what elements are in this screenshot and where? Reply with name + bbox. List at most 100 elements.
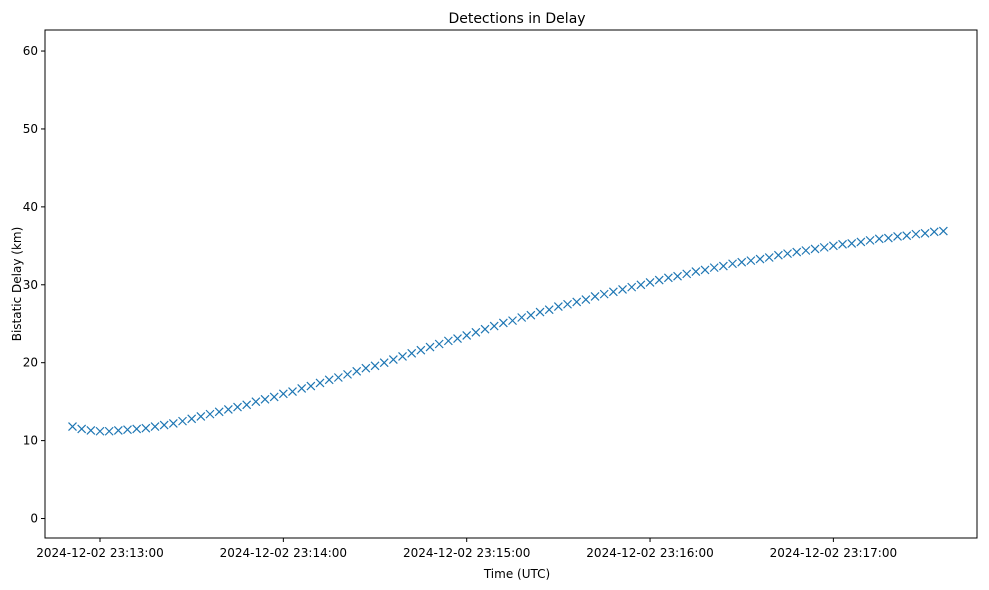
detection-marker xyxy=(132,424,142,434)
detection-marker xyxy=(453,334,462,343)
detection-marker xyxy=(801,246,811,255)
detection-marker xyxy=(352,366,362,376)
detection-marker xyxy=(691,267,701,276)
detection-marker xyxy=(938,226,948,236)
detection-marker xyxy=(599,289,609,299)
detection-marker xyxy=(398,352,407,361)
detection-marker xyxy=(911,229,921,239)
detection-marker xyxy=(709,263,719,273)
detection-marker xyxy=(113,426,123,435)
detection-marker xyxy=(682,269,692,279)
detection-marker xyxy=(278,389,288,399)
detection-marker xyxy=(187,414,197,424)
detection-marker xyxy=(434,339,444,349)
detection-marker xyxy=(544,305,554,315)
detection-marker xyxy=(315,378,325,388)
detection-marker xyxy=(526,310,536,320)
x-tick-label: 2024-12-02 23:17:00 xyxy=(770,546,897,560)
detection-marker xyxy=(783,249,792,259)
detection-marker xyxy=(645,278,655,287)
detection-marker xyxy=(663,273,673,283)
detection-marker xyxy=(874,234,884,244)
detection-marker xyxy=(810,244,820,254)
detection-marker xyxy=(68,422,77,432)
detection-marker xyxy=(306,381,316,391)
plot-frame xyxy=(44,29,978,539)
detection-marker xyxy=(773,250,783,260)
detection-marker xyxy=(223,405,233,414)
y-tick-label: 60 xyxy=(23,44,38,58)
y-axis-label: Bistatic Delay (km) xyxy=(10,227,24,342)
detection-marker xyxy=(819,242,829,252)
y-tick-label: 20 xyxy=(23,356,38,370)
detection-marker xyxy=(370,361,380,371)
detection-marker xyxy=(251,397,261,407)
detection-marker xyxy=(856,237,866,247)
detection-marker xyxy=(333,373,343,382)
detection-marker xyxy=(572,297,582,307)
detection-marker xyxy=(260,394,270,404)
x-axis-ticks: 2024-12-02 23:13:00 2024-12-02 23:14:00 20… xyxy=(36,538,897,560)
detection-marker xyxy=(590,292,600,301)
detection-marker xyxy=(654,275,664,285)
detection-marker xyxy=(425,342,435,352)
detection-marker xyxy=(847,239,857,248)
x-tick-label: 2024-12-02 23:16:00 xyxy=(586,546,713,560)
detection-marker xyxy=(728,259,737,269)
detection-marker xyxy=(673,271,682,281)
detection-marker xyxy=(718,261,728,271)
detection-marker xyxy=(838,239,847,249)
detection-marker xyxy=(792,247,802,257)
detection-marker xyxy=(462,330,472,340)
x-tick-label: 2024-12-02 23:14:00 xyxy=(220,546,347,560)
detection-marker xyxy=(95,426,105,436)
detection-marker xyxy=(508,316,517,326)
detection-marker xyxy=(627,282,637,292)
detection-marker xyxy=(361,363,371,373)
detection-marker xyxy=(883,233,893,243)
y-tick-label: 50 xyxy=(23,122,38,136)
detection-marker xyxy=(737,257,747,267)
detection-marker xyxy=(297,383,307,393)
detection-marker xyxy=(480,324,490,334)
detection-marker xyxy=(563,299,572,309)
y-tick-label: 0 xyxy=(30,512,38,526)
x-axis-label: Time (UTC) xyxy=(483,567,550,581)
detection-marker xyxy=(141,423,151,433)
detection-marker xyxy=(159,420,169,430)
detection-marker xyxy=(196,412,206,421)
detection-marker xyxy=(123,425,132,435)
detection-marker xyxy=(388,355,398,365)
detection-marker xyxy=(407,348,417,358)
detection-marker xyxy=(443,336,453,346)
y-tick-label: 10 xyxy=(23,434,38,448)
detection-marker xyxy=(416,345,426,355)
detection-marker xyxy=(893,232,902,241)
y-tick-label: 40 xyxy=(23,200,38,214)
chart-title: Detections in Delay xyxy=(448,11,585,27)
detection-marker xyxy=(77,424,87,434)
y-tick-label: 30 xyxy=(23,278,38,292)
detection-marker xyxy=(553,302,563,312)
detection-marker xyxy=(746,256,756,266)
detection-marker xyxy=(865,235,875,245)
detection-marker xyxy=(379,358,389,368)
y-axis-ticks: 0 10 20 30 40 50 60 xyxy=(23,44,45,526)
detection-marker xyxy=(242,400,252,410)
detection-marker xyxy=(828,241,838,251)
detection-marker xyxy=(471,327,481,337)
detection-marker xyxy=(929,227,939,237)
detection-marker xyxy=(324,375,334,385)
detection-marker xyxy=(150,422,160,432)
detection-marker xyxy=(581,295,591,305)
detection-marker xyxy=(764,253,774,262)
x-tick-label: 2024-12-02 23:13:00 xyxy=(36,546,163,560)
detection-marker xyxy=(104,426,114,436)
detection-marker xyxy=(168,419,178,428)
detection-marker xyxy=(700,265,710,275)
detection-marker xyxy=(214,407,224,417)
detection-marker xyxy=(608,287,618,297)
detection-marker xyxy=(902,231,912,241)
detection-marker xyxy=(535,307,545,317)
